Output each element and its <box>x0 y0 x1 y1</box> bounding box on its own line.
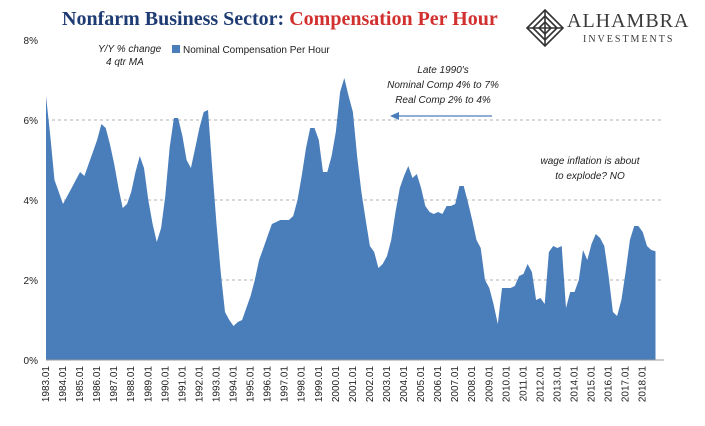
annotation-1-line-1: Late 1990's <box>417 65 468 76</box>
area-series <box>46 78 656 360</box>
annotation-1-line-3: Real Comp 2% to 4% <box>395 95 491 106</box>
logo-subtitle: INVESTMENTS <box>583 34 675 45</box>
x-tick-label: 1988.01 <box>126 366 137 403</box>
x-tick-label: 2018.01 <box>638 366 649 403</box>
x-tick-label: 2010.01 <box>501 366 512 403</box>
y-tick-label: 2% <box>24 276 39 287</box>
chart-title: Nonfarm Business Sector: Compensation Pe… <box>62 8 498 31</box>
x-tick-label: 1997.01 <box>280 366 291 403</box>
x-tick-label: 2017.01 <box>621 366 632 403</box>
x-tick-label: 1993.01 <box>212 366 223 403</box>
x-axis-labels: 1983.01 1984.01 1985.01 1986.01 1987.01 1988.… <box>41 366 649 403</box>
logo-name: ALHAMBRA <box>567 10 690 32</box>
x-tick-label: 1991.01 <box>177 366 188 403</box>
x-tick-label: 2007.01 <box>450 366 461 403</box>
x-tick-label: 2001.01 <box>348 366 359 403</box>
x-tick-label: 2015.01 <box>587 366 598 403</box>
x-tick-label: 2003.01 <box>382 366 393 403</box>
x-tick-label: 2011.01 <box>518 366 529 402</box>
x-tick-label: 1995.01 <box>246 366 257 403</box>
logo-emblem-icon <box>525 8 565 48</box>
title-part-2: Compensation Per Hour <box>289 8 498 30</box>
subtitle-line-2: 4 qtr MA <box>106 57 144 68</box>
x-tick-label: 2014.01 <box>570 366 581 403</box>
annotation-arrow <box>390 112 492 120</box>
x-tick-label: 1990.01 <box>160 366 171 403</box>
legend-label: Nominal Compensation Per Hour <box>183 45 330 56</box>
x-tick-label: 2005.01 <box>416 366 427 403</box>
x-tick-label: 1989.01 <box>143 366 154 403</box>
x-tick-label: 2006.01 <box>433 366 444 403</box>
x-tick-label: 2008.01 <box>467 366 478 403</box>
annotation-2-line-2: to explode? NO <box>555 171 625 182</box>
x-tick-label: 1994.01 <box>229 366 240 403</box>
x-tick-label: 1996.01 <box>263 366 274 403</box>
x-tick-label: 2004.01 <box>399 366 410 403</box>
x-tick-label: 2012.01 <box>535 366 546 403</box>
subtitle-line-1: Y/Y % change <box>98 44 162 55</box>
y-tick-label: 8% <box>24 36 39 47</box>
x-tick-label: 1984.01 <box>58 366 69 403</box>
x-tick-label: 2013.01 <box>552 366 563 403</box>
y-axis-labels: 0% 2% 4% 6% 8% <box>24 36 39 367</box>
x-tick-label: 2002.01 <box>365 366 376 403</box>
y-tick-label: 0% <box>24 356 39 367</box>
title-part-1: Nonfarm Business Sector: <box>62 8 285 30</box>
x-tick-label: 2000.01 <box>331 366 342 403</box>
x-tick-label: 1992.01 <box>194 366 205 403</box>
y-tick-label: 6% <box>24 116 39 127</box>
x-tick-label: 2016.01 <box>604 366 615 403</box>
x-tick-label: 1983.01 <box>41 366 52 403</box>
x-tick-label: 1987.01 <box>109 366 120 403</box>
annotation-1-line-2: Nominal Comp 4% to 7% <box>387 80 499 91</box>
legend-swatch <box>172 45 180 53</box>
x-tick-label: 2009.01 <box>484 366 495 403</box>
x-tick-label: 1998.01 <box>297 366 308 403</box>
x-tick-label: 1985.01 <box>75 366 86 403</box>
x-tick-label: 1986.01 <box>92 366 103 403</box>
x-tick-label: 1999.01 <box>314 366 325 403</box>
annotation-2-line-1: wage inflation is about <box>541 156 641 167</box>
logo: ALHAMBRA INVESTMENTS <box>525 8 700 50</box>
y-tick-label: 4% <box>24 196 39 207</box>
